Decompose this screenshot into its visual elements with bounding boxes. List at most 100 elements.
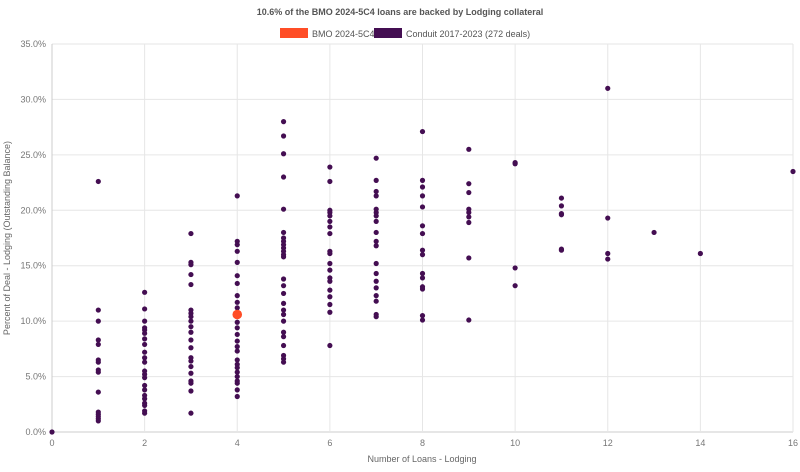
conduit-point <box>188 380 194 386</box>
conduit-point <box>280 151 287 157</box>
x-tick-label: 16 <box>788 438 798 448</box>
conduit-point <box>466 209 472 216</box>
conduit-point <box>280 329 287 335</box>
legend-label-bmo: BMO 2024-5C4 <box>312 29 375 39</box>
conduit-point <box>280 283 287 289</box>
conduit-point <box>558 203 565 209</box>
conduit-point <box>188 318 194 324</box>
conduit-point <box>373 229 379 236</box>
conduit-point <box>234 248 240 254</box>
conduit-point <box>95 369 101 375</box>
conduit-point <box>95 307 101 313</box>
conduit-point <box>280 229 287 236</box>
conduit-point <box>142 402 148 408</box>
conduit-point <box>234 242 240 248</box>
conduit-point <box>234 293 240 299</box>
conduit-point <box>512 265 518 271</box>
conduit-point <box>280 206 287 212</box>
conduit-point <box>234 305 240 311</box>
conduit-point <box>142 396 148 402</box>
legend-label-conduit: Conduit 2017-2023 (272 deals) <box>406 29 530 39</box>
conduit-point <box>419 204 426 210</box>
legend-swatch-bmo <box>280 28 308 38</box>
conduit-point <box>327 230 333 237</box>
conduit-point <box>95 341 101 348</box>
conduit-point <box>373 314 379 320</box>
conduit-point <box>280 174 287 180</box>
conduit-point <box>419 184 426 190</box>
conduit-point <box>142 355 148 361</box>
legend-swatch-conduit <box>374 28 402 38</box>
conduit-point <box>142 289 148 295</box>
conduit-point <box>142 330 148 336</box>
y-tick-label: 30.0% <box>20 94 46 104</box>
x-tick-label: 4 <box>235 438 240 448</box>
y-tick-label: 25.0% <box>20 150 46 160</box>
conduit-point <box>142 375 148 381</box>
conduit-point <box>188 370 194 376</box>
conduit-point <box>327 224 333 230</box>
conduit-point <box>512 283 518 289</box>
conduit-point <box>280 311 287 318</box>
conduit-point <box>419 230 426 237</box>
conduit-point <box>697 250 703 257</box>
conduit-point <box>234 348 240 354</box>
conduit-point <box>373 285 379 291</box>
conduit-point <box>373 155 379 161</box>
conduit-point <box>280 276 287 282</box>
conduit-point <box>466 255 472 261</box>
conduit-point <box>373 238 379 244</box>
conduit-point <box>142 387 148 393</box>
x-tick-label: 8 <box>420 438 425 448</box>
x-tick-label: 6 <box>327 438 332 448</box>
conduit-point <box>419 270 426 277</box>
conduit-point <box>327 250 333 257</box>
conduit-point <box>142 410 148 416</box>
conduit-point <box>188 230 194 237</box>
conduit-point <box>188 281 194 288</box>
conduit-point <box>419 247 426 253</box>
x-tick-label: 12 <box>603 438 613 448</box>
conduit-point <box>327 294 333 300</box>
conduit-point <box>512 161 518 167</box>
conduit-point <box>558 195 565 201</box>
x-tick-label: 2 <box>142 438 147 448</box>
conduit-point <box>466 189 472 196</box>
conduit-point <box>188 388 194 394</box>
conduit-point <box>234 365 240 371</box>
conduit-point <box>466 317 472 323</box>
conduit-point <box>234 259 240 265</box>
conduit-point <box>466 146 472 152</box>
conduit-point <box>605 256 611 262</box>
conduit-point <box>280 133 287 139</box>
x-axis-label: Number of Loans - Lodging <box>367 454 476 464</box>
conduit-point <box>373 270 379 277</box>
conduit-point <box>419 128 426 135</box>
conduit-point <box>419 193 426 199</box>
conduit-point <box>373 213 379 219</box>
conduit-point <box>234 325 240 331</box>
conduit-point <box>234 369 240 375</box>
conduit-point <box>234 373 240 380</box>
conduit-point <box>373 218 379 224</box>
conduit-point <box>95 359 101 365</box>
conduit-point <box>373 298 379 304</box>
conduit-point <box>142 318 148 324</box>
conduit-point <box>280 307 287 313</box>
conduit-point <box>234 280 240 287</box>
conduit-point <box>188 410 194 416</box>
conduit-point <box>373 278 379 284</box>
conduit-point <box>188 324 194 330</box>
y-tick-label: 5.0% <box>25 372 46 382</box>
conduit-point <box>280 119 287 125</box>
conduit-point <box>605 250 611 257</box>
conduit-point <box>95 389 101 395</box>
conduit-point <box>142 306 148 312</box>
conduit-point <box>188 329 194 335</box>
conduit-point <box>95 418 101 424</box>
conduit-point <box>373 260 379 267</box>
conduit-point <box>651 229 657 236</box>
conduit-point <box>327 287 333 293</box>
y-axis-label: Percent of Deal - Lodging (Outstanding B… <box>2 141 12 335</box>
conduit-point <box>234 319 240 325</box>
